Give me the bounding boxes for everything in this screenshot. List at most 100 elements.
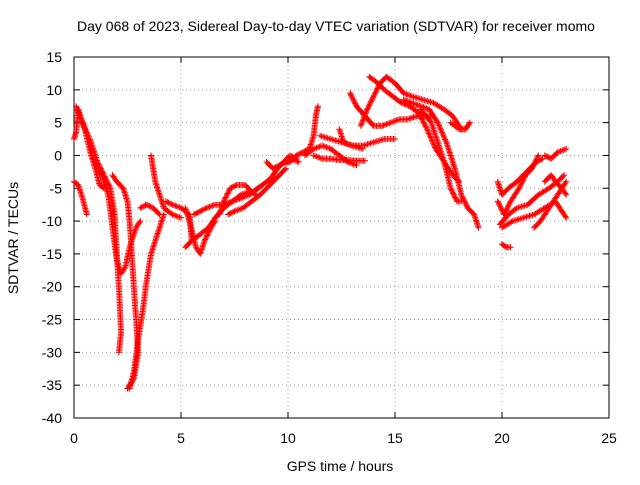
data-point [223,193,230,200]
data-series [541,172,570,198]
data-point [199,206,206,213]
data-point [136,219,143,226]
data-point [83,211,90,218]
data-series [190,185,261,218]
data-series [541,145,570,162]
x-tick-label: 25 [601,430,617,446]
data-point [398,99,405,106]
data-point [193,210,200,217]
data-point [371,92,378,99]
data-point [146,203,153,209]
data-point [505,203,511,210]
data-point [350,98,357,104]
data-point [236,195,243,202]
data-series [109,172,142,392]
data-point [562,190,569,197]
data-point [173,203,180,210]
data-point [276,162,283,169]
data-point [532,159,539,165]
data-point [392,136,398,142]
data-point [93,160,99,167]
y-tick-label: -25 [42,312,62,328]
data-point [347,90,354,97]
data-point [229,184,236,190]
data-point [137,218,144,225]
data-point [79,118,85,125]
data-series [92,159,144,277]
data-point [350,96,357,103]
data-point [494,198,501,205]
data-point [277,161,284,168]
data-point [82,126,89,133]
data-point [422,123,429,130]
data-point [315,144,321,151]
data-point [422,122,428,129]
data-point [224,190,231,197]
data-point [221,197,228,204]
data-point [298,149,305,156]
data-point [84,130,91,137]
data-point [459,193,465,200]
data-point [505,202,512,209]
data-point [497,205,504,211]
data-point [368,98,374,105]
data-point [442,137,449,144]
data-point [79,119,86,126]
y-tick-label: -40 [42,410,62,426]
data-point [429,138,436,145]
data-point [371,90,378,97]
y-tick-label: -20 [42,279,62,295]
data-point [436,123,443,130]
data-point [532,157,539,164]
x-tick-label: 20 [494,430,510,446]
data-point [373,88,380,95]
data-point [475,224,482,231]
data-point [203,205,210,211]
data-point [294,158,301,165]
data-point [417,112,423,119]
x-axis-label: GPS time / hours [287,458,394,474]
data-point [386,120,393,127]
data-point [451,193,458,200]
data-point [516,185,523,192]
y-tick-label: 5 [54,115,62,131]
data-point [168,201,175,207]
x-tick-label: 10 [280,430,296,446]
data-series [417,106,465,205]
data-series [336,126,398,149]
data-point [85,133,92,140]
data-series [531,178,570,231]
data-point [380,122,387,129]
data-point [369,96,376,102]
data-point [139,203,146,210]
data-point [360,116,367,123]
data-point [222,194,229,201]
data-point [402,90,408,97]
data-point [463,202,470,209]
data-point [560,173,566,180]
y-tick-label: 0 [54,147,62,163]
data-point [348,92,355,99]
data-point [370,93,377,100]
data-point [402,97,408,104]
y-tick-label: 10 [46,82,62,98]
data-point [503,207,510,214]
data-series [280,103,321,165]
data-point [448,186,455,193]
data-point [561,172,568,179]
data-point [534,155,541,162]
data-point [495,199,502,206]
data-point [272,164,279,171]
data-point [204,231,211,238]
y-tick-label: -15 [42,246,62,262]
data-point [178,214,184,221]
data-point [512,205,519,212]
data-point [73,103,80,110]
data-point [347,91,354,98]
data-point [358,120,365,127]
data-point [557,148,564,155]
data-point [204,232,211,239]
data-point [228,184,235,191]
data-point [431,143,438,150]
data-point [77,114,84,121]
